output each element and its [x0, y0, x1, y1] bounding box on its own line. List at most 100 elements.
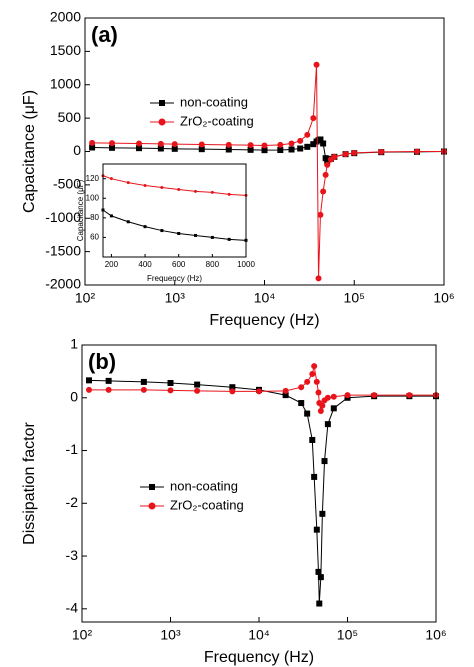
marker — [225, 146, 232, 153]
marker — [297, 145, 304, 152]
marker — [109, 144, 116, 151]
legend-marker — [158, 118, 166, 126]
marker — [331, 153, 338, 160]
legend-marker — [148, 502, 156, 510]
marker — [261, 142, 268, 149]
y-axis-label: Capacitance (μF) — [76, 179, 85, 241]
plot-frame — [102, 163, 247, 258]
y-tick-label: 80 — [90, 213, 99, 222]
marker — [309, 371, 316, 378]
marker — [105, 377, 112, 384]
marker — [157, 140, 164, 147]
marker — [316, 600, 323, 607]
marker — [198, 141, 205, 148]
marker — [160, 229, 164, 233]
marker — [320, 188, 327, 195]
marker — [315, 275, 322, 282]
marker — [89, 139, 96, 146]
y-tick-label: -4 — [66, 600, 79, 616]
y-tick-label: -3 — [66, 547, 79, 563]
marker — [140, 386, 147, 393]
marker — [282, 387, 289, 394]
marker — [167, 387, 174, 394]
marker — [330, 405, 337, 412]
legend-marker — [149, 484, 155, 490]
x-tick-label: 600 — [172, 260, 186, 269]
marker — [229, 388, 236, 395]
marker — [227, 237, 231, 241]
marker — [324, 394, 331, 401]
y-tick-label: -1000 — [45, 209, 81, 225]
y-tick-label: -500 — [53, 176, 81, 192]
x-axis-label: Frequency (Hz) — [147, 274, 202, 283]
marker — [282, 392, 289, 399]
marker — [247, 142, 254, 149]
marker — [342, 151, 349, 158]
y-tick-label: 1 — [70, 336, 78, 352]
marker — [324, 421, 331, 428]
marker — [167, 379, 174, 386]
y-tick-label: 60 — [90, 233, 99, 242]
marker — [371, 392, 378, 399]
marker — [288, 146, 295, 153]
marker — [229, 384, 236, 391]
marker — [324, 158, 331, 165]
marker — [126, 181, 130, 185]
marker — [256, 388, 262, 395]
y-tick-label: 1500 — [50, 42, 81, 58]
x-tick-label: 10² — [72, 627, 93, 643]
plot-frame — [84, 17, 445, 286]
marker — [309, 436, 316, 443]
x-tick-label: 10⁵ — [337, 627, 358, 643]
y-tick-label: 0 — [73, 142, 81, 158]
legend-marker — [159, 100, 165, 106]
marker — [298, 384, 305, 391]
marker — [194, 233, 198, 237]
marker — [406, 392, 413, 399]
marker — [298, 400, 305, 407]
series-line — [88, 379, 436, 604]
marker — [315, 568, 322, 575]
marker — [324, 161, 331, 168]
y-tick-label: 120 — [86, 174, 100, 183]
x-tick-label: 800 — [206, 260, 220, 269]
marker — [315, 389, 322, 396]
marker — [277, 141, 284, 148]
marker — [322, 171, 329, 178]
marker — [311, 473, 318, 480]
panel-label: (b) — [88, 349, 116, 374]
marker — [227, 192, 231, 196]
x-axis-label: Frequency (Hz) — [204, 649, 314, 666]
marker — [322, 155, 329, 162]
x-tick-label: 10⁴ — [254, 290, 276, 306]
y-axis-label: Dissipation factor — [21, 421, 38, 544]
marker — [136, 145, 143, 152]
marker — [344, 392, 351, 399]
x-tick-label: 10³ — [165, 290, 186, 306]
marker — [160, 185, 164, 189]
legend-label: ZrO₂-coating — [180, 113, 254, 128]
marker — [143, 184, 147, 188]
x-axis-label: Frequency (Hz) — [209, 312, 319, 329]
y-tick-label: -2000 — [45, 276, 81, 292]
marker — [177, 232, 181, 236]
marker — [330, 393, 337, 400]
legend-label: non-coating — [180, 94, 248, 109]
marker — [86, 386, 93, 393]
marker — [351, 149, 358, 156]
marker — [317, 574, 324, 581]
marker — [317, 407, 324, 414]
marker — [171, 145, 178, 152]
marker — [317, 136, 324, 143]
series-line — [89, 365, 436, 412]
marker — [126, 220, 130, 224]
marker — [304, 410, 311, 417]
marker — [109, 177, 113, 181]
marker — [157, 145, 164, 152]
marker — [198, 146, 205, 153]
legend-label: ZrO₂-coating — [170, 497, 244, 512]
x-tick-label: 10³ — [160, 627, 181, 643]
marker — [194, 189, 198, 193]
y-tick-label: 1000 — [50, 75, 81, 91]
